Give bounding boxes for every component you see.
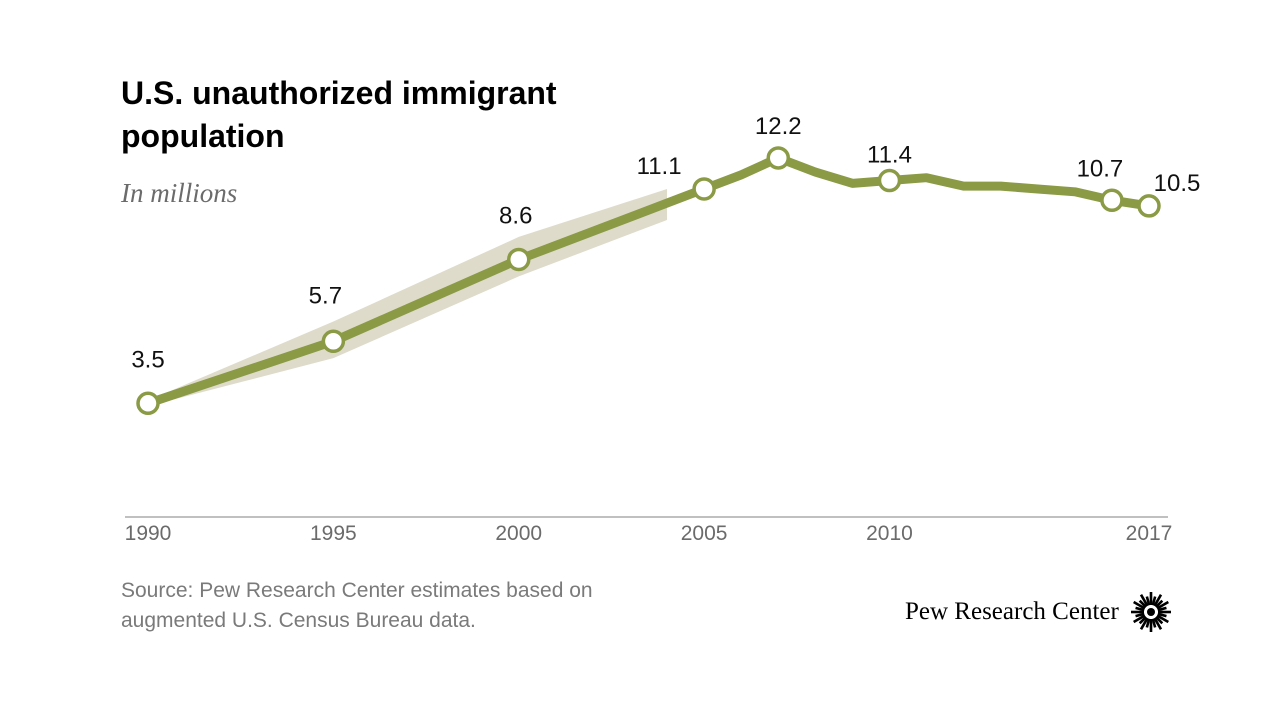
x-tick-label-2010: 2010	[866, 522, 913, 545]
data-point-2010	[877, 168, 902, 193]
data-label-2010: 11.4	[867, 142, 912, 169]
data-point-1990	[136, 391, 160, 416]
data-label-2000: 8.6	[499, 202, 532, 229]
data-label-2007: 12.2	[755, 113, 802, 140]
x-tick-label-2017: 2017	[1126, 522, 1173, 545]
chart-subtitle: In millions	[121, 178, 238, 208]
data-label-1995: 5.7	[309, 282, 342, 309]
confidence-band	[148, 188, 668, 407]
pew-sunburst-icon	[1130, 592, 1171, 632]
source-note: Source: Pew Research Center estimates ba…	[121, 579, 593, 632]
data-point-2000	[506, 247, 531, 272]
series-line	[143, 153, 1154, 408]
x-tick-label-1995: 1995	[310, 522, 357, 545]
chart-title: U.S. unauthorized immigrant population	[121, 75, 557, 154]
data-label-1990: 3.5	[131, 346, 164, 373]
brand-name: Pew Research Center	[905, 598, 1119, 625]
data-label-2017: 10.5	[1154, 170, 1201, 197]
data-point-2005	[692, 177, 716, 201]
brand-logo: Pew Research Center	[905, 590, 1173, 634]
data-point-1995	[321, 329, 346, 354]
x-tick-label-2000: 2000	[495, 522, 542, 545]
x-tick-label-1990: 1990	[125, 522, 172, 545]
x-tick-label-2005: 2005	[681, 522, 728, 545]
data-point-2017	[1137, 194, 1161, 218]
data-label-2005: 11.1	[637, 153, 682, 180]
data-point-2016	[1100, 188, 1124, 213]
data-label-2016: 10.7	[1077, 155, 1124, 182]
data-point-2007	[766, 146, 791, 170]
